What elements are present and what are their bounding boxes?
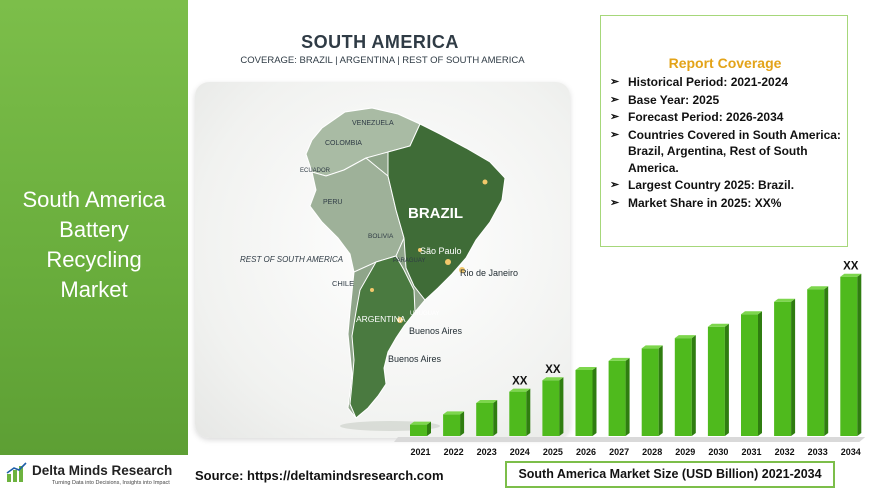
report-item-forecast: ➢ Forecast Period: 2026-2034 [610, 110, 784, 124]
arrow-icon: ➢ [610, 128, 620, 141]
map-coverage: COVERAGE: BRAZIL | ARGENTINA | REST OF S… [240, 55, 525, 66]
arrow-icon: ➢ [610, 76, 620, 88]
bar-2029 [674, 335, 696, 436]
market-title-line-4: Market [60, 277, 128, 302]
bar-2034 [840, 273, 862, 436]
tick-label-2030: 2030 [708, 447, 728, 457]
chart-floor [394, 437, 866, 442]
label-brazil: BRAZIL [408, 205, 463, 222]
report-item-base-year: ➢ Base Year: 2025 [610, 92, 720, 107]
report-coverage-box: Report Coverage [600, 15, 848, 247]
bar-2033 [807, 286, 829, 436]
market-title: South America Battery Recycling Market [0, 185, 188, 305]
label-argentina: ARGENTINA [356, 314, 406, 324]
north-region [305, 107, 421, 177]
report-item-countries: ➢ Countries Covered in South America: Bra… [610, 127, 841, 175]
tick-label-2034: 2034 [841, 447, 861, 457]
logo-name: Delta Minds Research [32, 463, 173, 478]
tick-label-2033: 2033 [808, 447, 828, 457]
argentina-region [349, 255, 416, 419]
label-uruguay: URUGUAY [410, 311, 440, 317]
arrow-icon: ➢ [610, 179, 620, 191]
label-rest-of-south-america: REST OF SOUTH AMERICA [240, 255, 343, 264]
arrow-icon: ➢ [610, 93, 620, 106]
report-item-largest-country: ➢ Largest Country 2025: Brazil. [610, 178, 795, 192]
arrow-icon: ➢ [610, 111, 620, 123]
market-title-line-2: Battery [59, 217, 129, 242]
tick-label-2025: 2025 [543, 447, 563, 457]
bar-2023 [476, 400, 498, 436]
tick-label-2026: 2026 [576, 447, 596, 457]
bar-2021 [410, 421, 431, 436]
chart-title-box: South America Market Size (USD Billion) … [505, 461, 835, 488]
tick-label-2022: 2022 [444, 447, 464, 457]
tick-label-2021: 2021 [410, 447, 430, 457]
tick-label-2028: 2028 [642, 447, 662, 457]
left-title-panel: South America Battery Recycling Market [0, 0, 188, 455]
bar-2028 [641, 345, 663, 436]
arrow-icon: ➢ [610, 196, 620, 209]
report-item-historical: ➢ Historical Period: 2021-2024 [610, 75, 789, 89]
market-title-line-1: South America [22, 187, 166, 212]
source-link: Source: https://deltamindsresearch.com [195, 468, 444, 483]
bar-2027 [608, 357, 630, 436]
data-label-2034: XX [843, 261, 859, 273]
data-label-2025: XX [545, 364, 561, 376]
tick-label-2023: 2023 [477, 447, 497, 457]
tick-label-2031: 2031 [741, 447, 761, 457]
bar-2022 [443, 411, 465, 436]
label-colombia: COLOMBIA [325, 140, 362, 147]
map-title: SOUTH AMERICA [301, 32, 459, 52]
tick-label-2029: 2029 [675, 447, 695, 457]
label-chile: CHILE [332, 279, 354, 288]
bar-2032 [774, 298, 796, 436]
tick-label-2032: 2032 [775, 447, 795, 457]
label-bolivia: BOLIVIA [368, 233, 394, 240]
report-item-market-share: ➢ Market Share in 2025: XX% [610, 195, 782, 210]
label-paraguay: PARAGUAY [393, 258, 425, 264]
bar-2031 [741, 311, 762, 436]
report-heading: Report Coverage [668, 55, 782, 71]
label-buenos-aires-2: Buenos Aires [388, 354, 442, 364]
logo-tagline: Turning Data into Decisions, Insights in… [52, 480, 170, 486]
brazil-region [387, 123, 506, 301]
data-label-2024: XX [512, 376, 528, 388]
label-rio: Rio de Janeiro [460, 268, 518, 278]
company-logo: Delta Minds Research Turning Data into D… [4, 459, 192, 489]
tick-label-2024: 2024 [510, 447, 530, 457]
label-ecuador: ECUADOR [300, 168, 331, 174]
label-venezuela: VENEZUELA [352, 120, 394, 127]
bar-2026 [575, 367, 597, 436]
report-coverage-list: ➢ Historical Period: 2021-2024 ➢ Base Year… [608, 74, 843, 212]
tick-label-2027: 2027 [609, 447, 629, 457]
bar-2024 [509, 388, 531, 436]
label-sao-paulo: São Paulo [420, 246, 462, 256]
label-peru: PERU [323, 199, 342, 206]
label-buenos-aires-1: Buenos Aires [409, 326, 463, 336]
bar-chart-logo-icon [6, 462, 27, 482]
bar-2030 [707, 323, 729, 436]
bar-2025 [542, 377, 564, 436]
market-title-line-3: Recycling [46, 247, 142, 272]
